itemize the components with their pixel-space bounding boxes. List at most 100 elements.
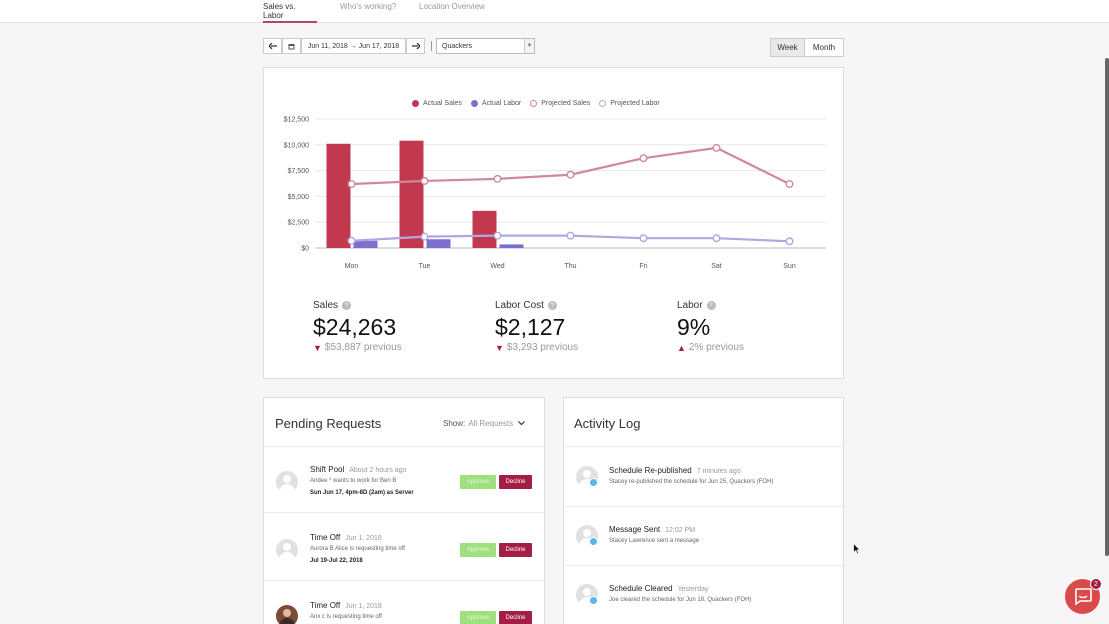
triangle-down-icon: ▼: [495, 342, 504, 353]
chevron-down-icon: [518, 421, 526, 426]
kpi-previous: 2% previous: [688, 342, 744, 353]
bar-actual-labor: [353, 240, 378, 248]
decline-button[interactable]: Decline: [499, 543, 532, 557]
x-tick-label: Sun: [783, 263, 796, 270]
calendar-button[interactable]: [282, 38, 301, 54]
kpi-value: $2,127: [495, 314, 566, 340]
request-description: Aurora B Alice is requesting time off: [310, 546, 405, 552]
point-projected-sales: [493, 174, 502, 183]
toolbar-divider: [431, 41, 432, 51]
request-detail: Jul 19-Jul 22, 2018: [310, 558, 363, 564]
decline-button[interactable]: Decline: [499, 475, 532, 489]
sales-labor-chart: $12,500 $10,000 $7,500 $5,000 $2,500 $0 Mon Tue…: [284, 117, 826, 270]
bar-actual-sales: [399, 140, 424, 248]
request-filter-dropdown[interactable]: Show: All Requests: [443, 419, 526, 428]
mouse-cursor-icon: [853, 543, 861, 555]
triangle-up-icon: ▲: [677, 342, 686, 353]
avatar: [276, 539, 298, 561]
activity-log-title: Activity Log: [574, 416, 641, 431]
legend-dot: [412, 100, 419, 107]
chat-unread-badge: 2: [1090, 578, 1102, 590]
y-tick-label: $12,500: [284, 117, 309, 124]
kpi-labor-percent: Labor? 9% ▲ 2% previous: [677, 300, 744, 353]
top-nav: Sales vs. Labor Who's working? Location …: [0, 0, 1109, 23]
divider: [564, 446, 843, 447]
pending-requests-title: Pending Requests: [275, 416, 382, 431]
y-tick-label: $2,500: [288, 220, 310, 227]
activity-title: Schedule Re-published 7 minutes ago: [609, 466, 741, 475]
help-icon[interactable]: ?: [706, 301, 716, 310]
y-tick-label: $10,000: [284, 142, 309, 149]
request-title: Time Off Jun 1, 2018: [310, 533, 382, 542]
legend-actual-sales[interactable]: Actual Sales: [412, 100, 462, 107]
activity-title: Message Sent 12:02 PM: [609, 525, 696, 534]
y-tick-label: $7,500: [288, 168, 310, 175]
x-tick-label: Wed: [490, 263, 504, 270]
divider: [564, 506, 843, 507]
request-description: Anx c is requesting time off: [310, 614, 382, 620]
request-description: Andee * wants to work for Ben B: [310, 478, 397, 484]
legend-dot: [470, 100, 478, 107]
help-icon[interactable]: ?: [342, 301, 352, 310]
approve-button[interactable]: Approve: [460, 475, 496, 489]
legend-projected-sales[interactable]: Projected Sales: [530, 100, 590, 107]
prev-week-button[interactable]: [263, 38, 282, 54]
activity-type-icon: [589, 537, 598, 546]
week-toggle[interactable]: Week: [770, 38, 805, 57]
approve-button[interactable]: Approve: [460, 543, 496, 557]
bar-actual-sales: [472, 210, 497, 248]
point-projected-sales: [347, 180, 356, 189]
pending-requests-card: [263, 397, 545, 624]
arrow-left-icon: [268, 43, 277, 49]
kpi-value: 9%: [677, 314, 711, 340]
location-select[interactable]: Quackers ▼: [436, 38, 535, 54]
y-tick-label: $0: [301, 246, 309, 253]
point-projected-labor: [712, 234, 721, 243]
next-week-button[interactable]: [406, 38, 425, 54]
point-projected-labor: [347, 236, 356, 245]
kpi-label: Sales: [313, 300, 339, 311]
legend-label: Projected Sales: [541, 100, 591, 107]
legend-dot: [599, 100, 607, 107]
kpi-label: Labor Cost: [495, 300, 544, 311]
tab-sales-vs-labor[interactable]: Sales vs. Labor: [263, 2, 317, 23]
bar-actual-labor: [426, 239, 451, 248]
legend-label: Actual Sales: [423, 100, 462, 107]
x-tick-label: Fri: [639, 263, 648, 270]
legend-actual-labor[interactable]: Actual Labor: [470, 100, 522, 107]
approve-button[interactable]: Approve: [460, 611, 496, 624]
decline-button[interactable]: Decline: [499, 611, 532, 624]
kpi-label: Labor: [677, 300, 703, 311]
legend-label: Projected Labor: [610, 100, 660, 107]
x-tick-label: Tue: [419, 263, 431, 270]
divider: [264, 512, 544, 513]
chat-icon: [1074, 588, 1092, 605]
legend-label: Actual Labor: [481, 100, 522, 107]
activity-description: Joe cleared the schedule for Jun 18, Qua…: [609, 597, 752, 603]
tab-location-overview[interactable]: Location Overview: [419, 2, 485, 11]
point-projected-labor: [639, 234, 648, 243]
tab-whos-working[interactable]: Who's working?: [340, 2, 397, 11]
legend-projected-labor[interactable]: Projected Labor: [599, 100, 660, 107]
date-range-picker[interactable]: Jun 11, 2018 → Jun 17, 2018: [301, 38, 406, 54]
request-title: Shift Pool About 2 hours ago: [310, 465, 407, 474]
x-tick-label: Thu: [564, 263, 576, 270]
divider: [564, 565, 843, 566]
point-projected-labor: [566, 231, 575, 240]
month-toggle[interactable]: Month: [804, 38, 844, 57]
activity-log-card: [563, 397, 844, 624]
page-scrollbar[interactable]: [1105, 58, 1109, 556]
activity-title: Schedule Cleared Yesterday: [609, 584, 709, 593]
kpi-previous: $3,293 previous: [506, 342, 579, 353]
point-projected-sales: [712, 143, 721, 152]
kpi-value: $24,263: [313, 314, 397, 340]
kpi-sales: Sales? $24,263 ▼ $53,887 previous: [313, 300, 402, 353]
help-icon[interactable]: ?: [547, 301, 557, 310]
point-projected-sales: [420, 176, 429, 185]
request-detail: Sun Jun 17, 4pm-8D (2am) as Server: [310, 490, 414, 496]
arrow-right-icon: [411, 43, 420, 49]
location-select-value: Quackers: [442, 42, 472, 50]
kpi-previous: $53,887 previous: [324, 342, 402, 353]
activity-description: Stacey Lawrence sent a message: [609, 538, 700, 544]
bar-actual-labor: [499, 244, 524, 248]
